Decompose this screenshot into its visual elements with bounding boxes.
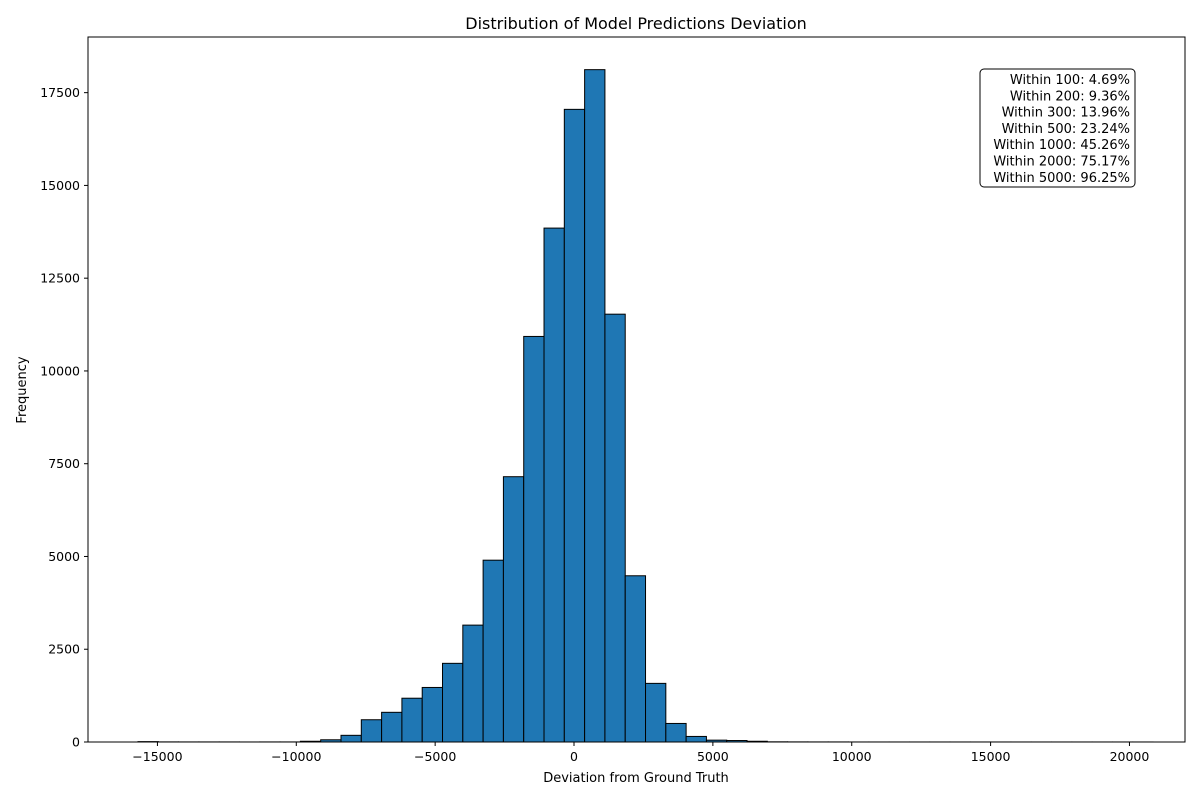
y-tick-label: 12500 (40, 271, 80, 286)
x-tick-label: 0 (570, 749, 578, 764)
histogram-bar (523, 335, 545, 743)
histogram-bar (360, 719, 383, 743)
histogram-bar (381, 711, 403, 743)
histogram-bar (502, 476, 525, 743)
histogram-bar (604, 313, 626, 743)
annotation-line: Within 5000: 96.25% (993, 171, 1130, 186)
x-tick-label: 15000 (971, 749, 1011, 764)
x-tick-label: −10000 (271, 749, 321, 764)
accuracy-annotation-box: Within 100: 4.69%Within 200: 9.36% Within… (979, 68, 1136, 188)
y-tick-label: 2500 (48, 642, 80, 657)
annotation-line: Within 300: 13.96% (1002, 106, 1130, 121)
histogram-bar (401, 697, 423, 743)
histogram-bar (482, 559, 504, 743)
annotation-line: Within 100: 4.69% (1010, 73, 1130, 88)
x-tick-label: −15000 (132, 749, 182, 764)
annotation-line: Within 200: 9.36% (1010, 89, 1130, 104)
y-tick-label: 10000 (40, 363, 80, 378)
y-tick-label: 7500 (48, 456, 80, 471)
histogram-bar (624, 575, 647, 743)
x-tick-label: 20000 (1110, 749, 1150, 764)
histogram-bar (340, 734, 362, 743)
histogram-bar (665, 722, 687, 743)
histogram-bar (442, 662, 464, 743)
x-tick-label: 10000 (832, 749, 872, 764)
x-tick-label: −5000 (414, 749, 456, 764)
histogram-bar (685, 735, 707, 743)
plot-frame (87, 36, 1186, 743)
x-axis-title: Deviation from Ground Truth (543, 771, 729, 786)
histogram-bar (645, 682, 667, 743)
annotation-line: Within 1000: 45.26% (993, 138, 1130, 153)
annotation-line: Within 500: 23.24% (1002, 122, 1130, 137)
y-axis: 0 2500 5000 7500 10000 12500 15000 17500 (40, 85, 88, 750)
annotation-line: Within 2000: 75.17% (993, 155, 1130, 170)
bars-group (137, 69, 1154, 743)
chart-title: Distribution of Model Predictions Deviat… (465, 14, 807, 33)
annotation-lines: Within 100: 4.69%Within 200: 9.36% Within… (993, 73, 1130, 186)
x-tick-label: 5000 (697, 749, 729, 764)
y-axis-title: Frequency (15, 356, 30, 423)
histogram-bar (462, 624, 484, 743)
x-axis: −15000 −10000 −5000 0 5000 10000 15000 20000 (132, 742, 1149, 764)
y-tick-label: 15000 (40, 178, 80, 193)
y-tick-label: 0 (72, 735, 80, 750)
histogram-bar (421, 686, 444, 743)
annotation-frame (979, 68, 1136, 188)
histogram-bar (563, 108, 586, 743)
y-tick-label: 5000 (48, 549, 80, 564)
histogram-bar (584, 69, 606, 743)
y-tick-label: 17500 (40, 85, 80, 100)
histogram-bar (543, 227, 565, 743)
